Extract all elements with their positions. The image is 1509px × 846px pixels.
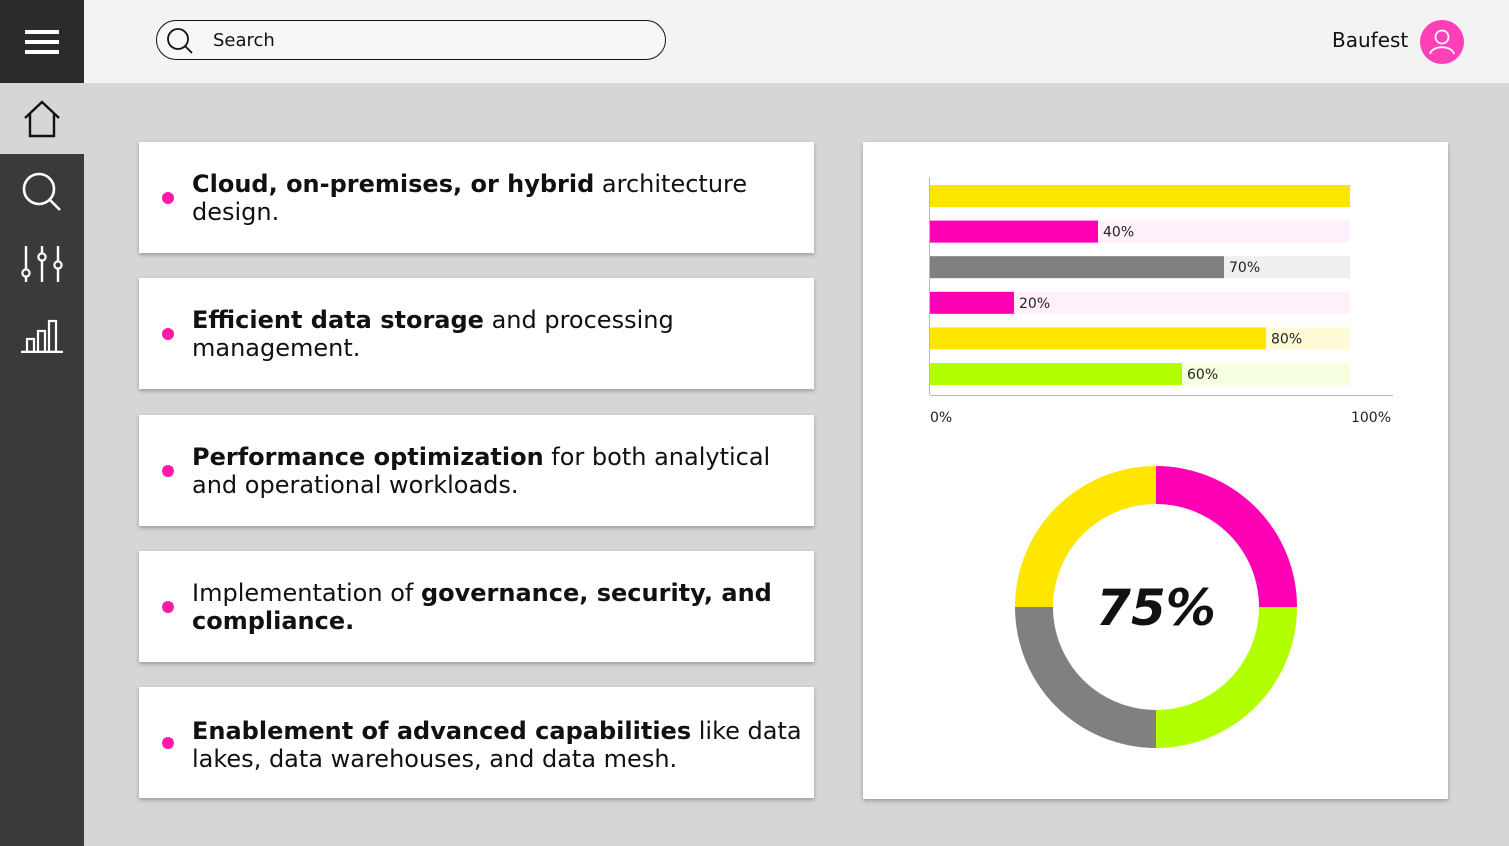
search-bar[interactable]: [156, 20, 666, 60]
user-avatar[interactable]: [1420, 20, 1464, 64]
feature-card: Enablement of advanced capabilities like…: [139, 687, 814, 798]
bullet-dot: [162, 328, 174, 340]
feature-card: Performance optimization for both analyt…: [139, 415, 814, 526]
sidebar-item-search[interactable]: [0, 156, 84, 228]
card-text: Efficient data storage and processing ma…: [192, 306, 674, 362]
bar: [930, 363, 1182, 385]
bar-value-label: 40%: [1103, 225, 1134, 241]
donut-slice: [1015, 466, 1156, 607]
bar-value-label: 60%: [1187, 367, 1218, 383]
card-text: Enablement of advanced capabilities like…: [192, 717, 802, 773]
sidebar-item-stats[interactable]: [0, 300, 84, 372]
bar: [930, 327, 1266, 350]
search-icon: [166, 28, 194, 58]
charts-panel: 40% 70% 20% 80% 60% 0% 100% 75%: [863, 142, 1448, 799]
donut-slice: [1156, 607, 1297, 748]
bar: [930, 256, 1224, 279]
search-icon: [22, 172, 61, 211]
bar-value-label: 70%: [1229, 260, 1260, 276]
bullet-dot: [162, 465, 174, 477]
home-icon: [24, 99, 60, 137]
sidebar-item-filters[interactable]: [0, 228, 84, 300]
bar-value-label: 20%: [1019, 296, 1050, 312]
feature-card: Efficient data storage and processing ma…: [139, 278, 814, 389]
user-icon: [1429, 29, 1455, 55]
user-name: Baufest: [1332, 28, 1409, 52]
feature-card: Cloud, on-premises, or hybrid architectu…: [139, 142, 814, 253]
bar: [930, 220, 1098, 243]
menu-icon: [25, 29, 59, 54]
feature-card: Implementation of governance, security, …: [139, 551, 814, 662]
menu-button[interactable]: [0, 0, 84, 83]
card-text: Cloud, on-premises, or hybrid architectu…: [192, 170, 748, 226]
donut-slice: [1156, 466, 1297, 607]
top-bar: Baufest: [84, 0, 1509, 83]
sidebar: [0, 0, 84, 846]
bar: [930, 185, 1350, 207]
sidebar-item-home[interactable]: [0, 83, 84, 154]
card-text: Performance optimization for both analyt…: [192, 443, 771, 499]
x-tick-label: 0%: [930, 410, 952, 426]
horizontal-bar-chart: 40% 70% 20% 80% 60% 0% 100%: [929, 177, 1393, 426]
bar-value-label: 80%: [1271, 331, 1302, 347]
sliders-icon: [21, 246, 63, 282]
search-input[interactable]: [213, 29, 633, 51]
donut-slice: [1015, 607, 1156, 748]
donut-center-label: 75%: [1096, 579, 1216, 637]
bullet-dot: [162, 192, 174, 204]
card-text: Implementation of governance, security, …: [192, 579, 772, 635]
x-tick-label: 100%: [1351, 410, 1391, 426]
bar-chart-icon: [21, 319, 63, 353]
bullet-dot: [162, 737, 174, 749]
bar: [930, 291, 1014, 314]
bar-track: [930, 291, 1350, 314]
bullet-dot: [162, 601, 174, 613]
